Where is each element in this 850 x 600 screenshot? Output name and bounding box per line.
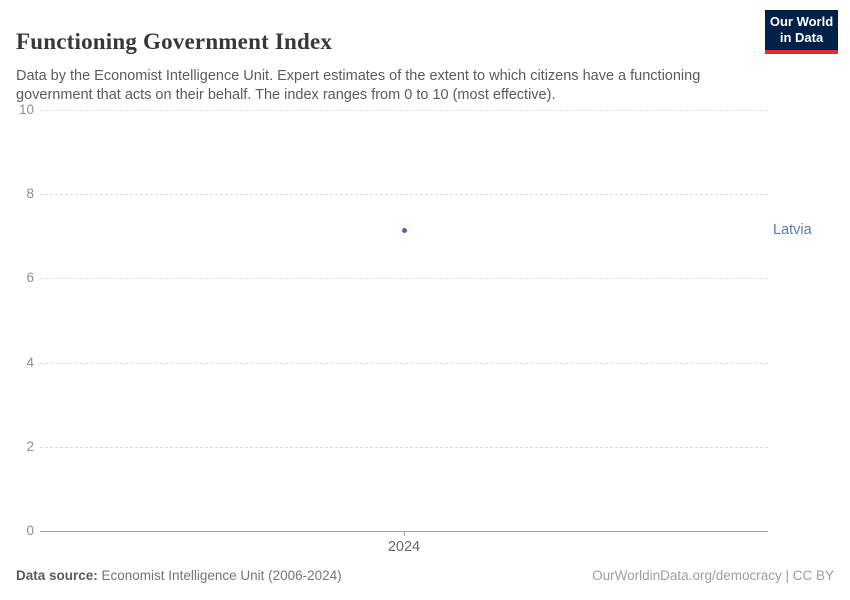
data-point-latvia[interactable] [401,227,407,233]
gridline-y-2 [40,446,768,448]
x-axis-tick-label: 2024 [387,539,421,555]
data-source-note: Data source: Economist Intelligence Unit… [16,568,342,583]
owid-logo-line1: Our World [769,14,834,29]
y-axis-tick-label: 4 [26,354,34,370]
y-axis-tick-label: 8 [26,186,34,202]
owid-cc-link[interactable]: OurWorldinData.org/democracy | CC BY [592,568,834,583]
owid-logo[interactable]: Our World in Data [765,10,838,54]
y-axis-tick-label: 10 [18,102,34,117]
gridline-y-4 [40,362,768,364]
data-source-label: Data source: [16,568,98,583]
x-axis-tick-mark [404,532,405,536]
gridline-y-10 [40,110,768,111]
x-axis-line [40,531,768,532]
owid-logo-line2: in Data [779,30,824,45]
gridline-y-6 [40,278,768,280]
entity-label-latvia[interactable]: Latvia [773,222,812,239]
y-axis-tick-label: 6 [26,270,34,286]
y-axis-tick-label: 0 [26,523,34,538]
gridline-y-8 [40,194,768,196]
chart-footer: Data source: Economist Intelligence Unit… [0,568,850,590]
chart-subtitle: Data by the Economist Intelligence Unit.… [16,67,701,104]
chart-title: Functioning Government Index [16,29,333,55]
y-axis-tick-label: 2 [26,438,34,454]
data-source-text: Economist Intelligence Unit (2006-2024) [97,568,342,583]
